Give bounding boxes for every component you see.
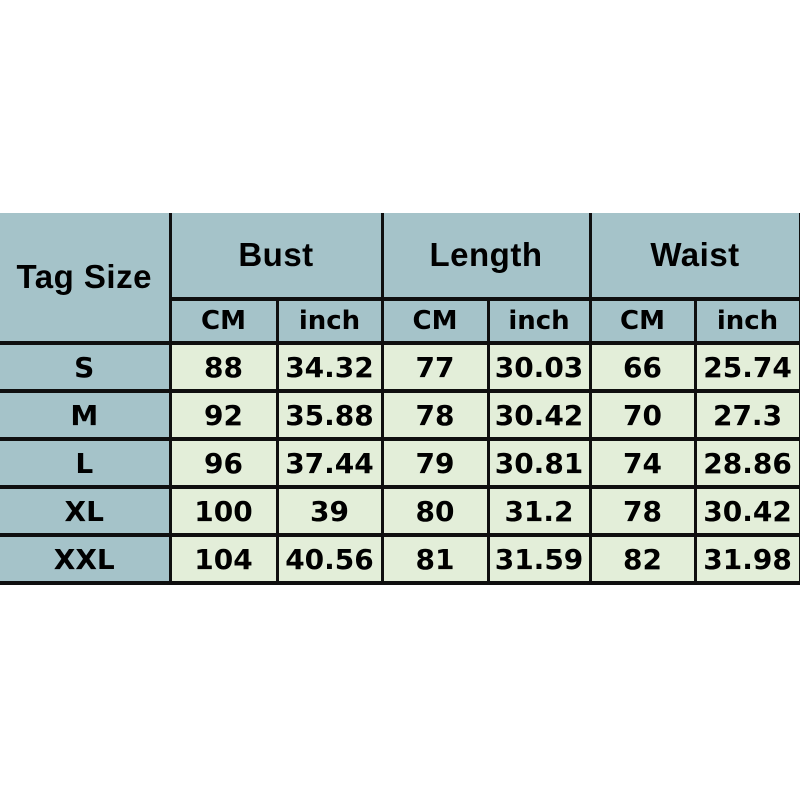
cell-l-bust-inch: 37.44 — [275, 437, 384, 489]
header-row: Tag Size Bust Length Waist — [0, 213, 800, 345]
cell-m-bust-cm: 92 — [168, 389, 279, 441]
row-label-s: S — [0, 341, 172, 393]
cell-s-length-cm: 77 — [380, 341, 490, 393]
cell-m-length-cm: 78 — [380, 389, 490, 441]
table-row-m: M 92 35.88 78 30.42 70 27.3 — [0, 389, 800, 441]
cell-xl-waist-inch: 30.42 — [693, 485, 800, 537]
cell-s-length-inch: 30.03 — [486, 341, 592, 393]
cell-xl-length-cm: 80 — [380, 485, 490, 537]
row-label-xxl: XXL — [0, 533, 172, 585]
cell-xl-bust-cm: 100 — [168, 485, 279, 537]
cell-m-waist-cm: 70 — [588, 389, 697, 441]
row-label-xl: XL — [0, 485, 172, 537]
size-chart-table: Tag Size Bust Length Waist CM inch CM in… — [0, 213, 800, 585]
subheader-length-cm: CM — [380, 297, 490, 345]
cell-l-waist-inch: 28.86 — [693, 437, 800, 489]
group-header-length: Length — [380, 213, 592, 301]
table-row-l: L 96 37.44 79 30.81 74 28.86 — [0, 437, 800, 489]
subheader-length-inch: inch — [486, 297, 592, 345]
cell-xxl-waist-inch: 31.98 — [693, 533, 800, 585]
group-header-bust: Bust — [168, 213, 384, 301]
cell-s-waist-cm: 66 — [588, 341, 697, 393]
cell-s-waist-inch: 25.74 — [693, 341, 800, 393]
cell-m-bust-inch: 35.88 — [275, 389, 384, 441]
table-row-xl: XL 100 39 80 31.2 78 30.42 — [0, 485, 800, 537]
cell-xxl-length-cm: 81 — [380, 533, 490, 585]
table-row-s: S 88 34.32 77 30.03 66 25.74 — [0, 341, 800, 393]
cell-s-bust-cm: 88 — [168, 341, 279, 393]
table-row-xxl: XXL 104 40.56 81 31.59 82 31.98 — [0, 533, 800, 585]
cell-l-waist-cm: 74 — [588, 437, 697, 489]
cell-l-length-cm: 79 — [380, 437, 490, 489]
subheader-bust-inch: inch — [275, 297, 384, 345]
row-label-l: L — [0, 437, 172, 489]
cell-xxl-bust-cm: 104 — [168, 533, 279, 585]
subheader-waist-cm: CM — [588, 297, 697, 345]
cell-xxl-waist-cm: 82 — [588, 533, 697, 585]
cell-xl-length-inch: 31.2 — [486, 485, 592, 537]
cell-l-length-inch: 30.81 — [486, 437, 592, 489]
cell-s-bust-inch: 34.32 — [275, 341, 384, 393]
cell-m-waist-inch: 27.3 — [693, 389, 800, 441]
subheader-row: CM inch CM inch CM inch — [0, 297, 800, 345]
corner-header-tag-size: Tag Size — [0, 213, 172, 345]
cell-xl-bust-inch: 39 — [275, 485, 384, 537]
subheader-bust-cm: CM — [168, 297, 279, 345]
cell-xxl-length-inch: 31.59 — [486, 533, 592, 585]
cell-l-bust-cm: 96 — [168, 437, 279, 489]
cell-xl-waist-cm: 78 — [588, 485, 697, 537]
group-header-waist: Waist — [588, 213, 800, 301]
cell-xxl-bust-inch: 40.56 — [275, 533, 384, 585]
cell-m-length-inch: 30.42 — [486, 389, 592, 441]
row-label-m: M — [0, 389, 172, 441]
subheader-waist-inch: inch — [693, 297, 800, 345]
